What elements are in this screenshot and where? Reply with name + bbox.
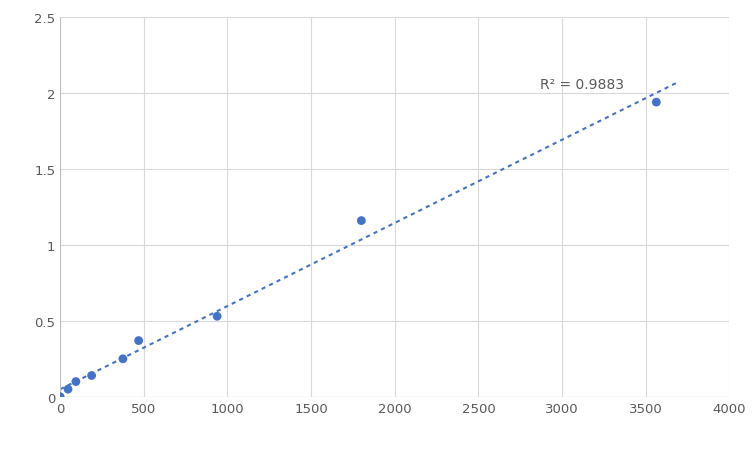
Point bbox=[650, 99, 663, 106]
Point bbox=[211, 313, 223, 320]
Point bbox=[117, 355, 129, 363]
Point bbox=[132, 337, 144, 345]
Point bbox=[70, 378, 82, 385]
Point bbox=[54, 393, 66, 400]
Text: R² = 0.9883: R² = 0.9883 bbox=[541, 78, 624, 92]
Point bbox=[86, 372, 98, 379]
Point bbox=[355, 217, 367, 225]
Point bbox=[62, 386, 74, 393]
